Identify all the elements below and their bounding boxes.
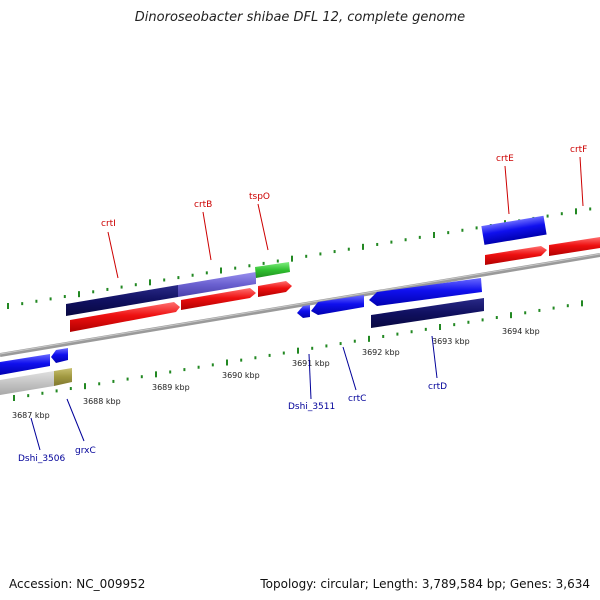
scale-label: 3687 kbp [12,411,50,420]
gene-label[interactable]: tspO [249,192,270,202]
gene-block-olive [54,368,72,386]
leader-line [431,335,438,379]
leader-line [202,211,212,261]
gene-crtC-arrow [311,295,364,315]
genome-summary-text: Topology: circular; Length: 3,789,584 bp… [260,577,590,591]
gene-label[interactable]: crtB [194,200,212,210]
leader-line [30,417,41,451]
gene-label[interactable]: crtF [570,145,587,155]
gene-arrow [549,237,600,256]
gene-labels-top: crtI crtB tspO crtE crtF [101,145,587,279]
scale-label: 3691 kbp [292,359,330,368]
gene-label[interactable]: Dshi_3506 [18,454,66,464]
gene-crtI-block [66,285,178,316]
gene-label[interactable]: crtC [348,394,366,404]
gene-Dshi_3506-block [0,371,54,395]
gene-crtE-arrow [481,215,547,245]
gene-arrow [258,281,292,297]
accession-text: Accession: NC_009952 [9,577,146,591]
scale-label: 3690 kbp [222,371,260,380]
map-title: Dinoroseobacter shibae DFL 12, complete … [134,10,466,25]
genome-backbone [0,253,600,357]
leader-line [66,398,85,442]
leader-line [342,346,357,391]
scale-label: 3693 kbp [432,337,470,346]
leader-line [579,156,584,207]
gene-crtB-block [178,272,256,297]
leader-line [308,353,312,400]
gene-label[interactable]: crtE [496,154,514,164]
gene-arrow [181,288,256,310]
gene-arrow [485,246,547,265]
scale-label: 3692 kbp [362,348,400,357]
gene-arrow [70,302,180,332]
scale-label: 3688 kbp [83,397,121,406]
gene-crtD-block [371,298,484,328]
gene-label[interactable]: Dshi_3511 [288,402,335,412]
scale-labels: 3687 kbp 3688 kbp 3689 kbp 3690 kbp 3691 kbp… [12,327,540,420]
leader-line [504,165,510,215]
tick-row-top [7,207,592,309]
gene-Dshi_3511-arrow [297,305,310,318]
gene-label[interactable]: crtI [101,219,116,229]
gene-labels-bottom: Dshi_3506 grxC Dshi_3511 crtC crtD [18,335,447,464]
gene-tspO-block [255,262,290,278]
tick-row-bottom [13,300,583,401]
gene-label[interactable]: grxC [75,446,96,456]
leader-line [257,203,269,251]
scale-label: 3694 kbp [502,327,540,336]
gene-grxC-arrow [51,348,68,363]
gene-arrow [0,354,50,375]
genome-backbone-highlight [0,253,600,355]
scale-label: 3689 kbp [152,383,190,392]
gene-label[interactable]: crtD [428,382,447,392]
gene-crtD-arrow [369,278,482,306]
leader-line [107,231,119,279]
